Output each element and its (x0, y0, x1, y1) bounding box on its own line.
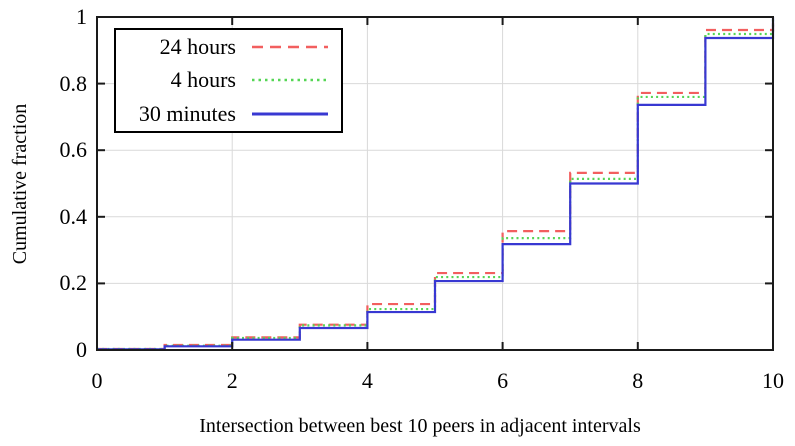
y-tick-label: 0.8 (59, 70, 88, 96)
y-axis-title: Cumulative fraction (9, 103, 31, 265)
legend-item: 30 minutes (116, 98, 341, 131)
x-tick-label: 8 (632, 368, 644, 393)
legend-line-sample (252, 45, 328, 49)
x-tick-label: 2 (226, 368, 238, 393)
legend-line-sample (252, 112, 328, 116)
series-line-24-hours (97, 17, 775, 351)
x-tick-label: 4 (361, 368, 373, 393)
y-tick-label: 0.4 (59, 203, 88, 229)
y-tick-label: 0.6 (59, 137, 88, 163)
legend-line-sample (252, 79, 328, 82)
y-tick-label: 1 (76, 4, 87, 29)
legend-box: 24 hours 4 hours 30 minutes (114, 28, 343, 133)
plot-border (96, 16, 774, 351)
y-tick-label: 0 (76, 337, 87, 362)
x-axis-title: Intersection between best 10 peers in ad… (199, 415, 641, 437)
x-tick-label: 10 (762, 368, 784, 393)
legend-item: 4 hours (116, 64, 341, 97)
legend-label: 4 hours (170, 67, 236, 93)
x-tick-label: 6 (497, 368, 509, 393)
legend-label: 30 minutes (138, 101, 236, 127)
y-tick-label: 0.2 (59, 270, 88, 296)
legend-item: 24 hours (116, 30, 341, 63)
legend-label: 24 hours (159, 33, 236, 59)
x-tick-label: 0 (91, 368, 103, 393)
